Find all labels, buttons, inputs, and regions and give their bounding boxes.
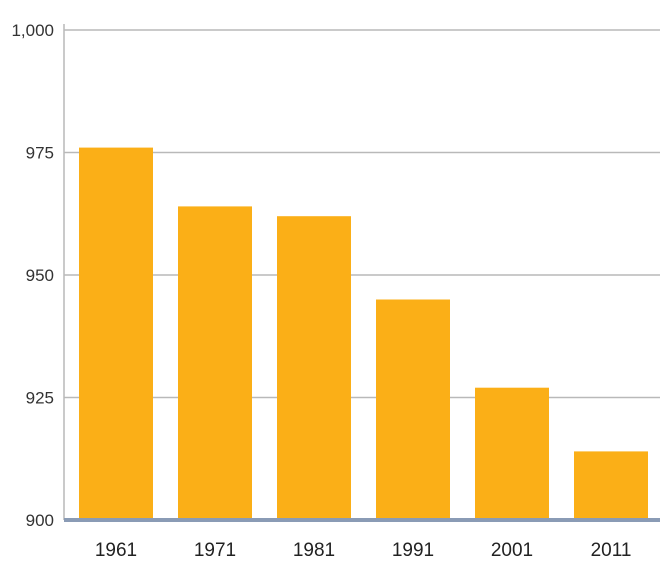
x-tick-label: 1971 [194, 540, 236, 561]
bar-2001 [475, 387, 549, 520]
y-tick-label: 1,000 [11, 21, 54, 40]
y-tick-label: 950 [26, 266, 54, 285]
x-tick-label: 2001 [491, 540, 533, 561]
x-tick-label: 1991 [392, 540, 434, 561]
y-tick-label: 900 [26, 511, 54, 530]
y-tick-label: 975 [26, 144, 54, 163]
x-tick-label: 1961 [95, 540, 137, 561]
axes: 900 925 950 975 1,000 1961 1971 1981 1991 2001 201… [11, 21, 660, 561]
bar-1971 [178, 206, 252, 520]
bar-1981 [277, 216, 351, 520]
gridlines [64, 29, 660, 399]
x-tick-label: 2011 [591, 540, 632, 561]
bar-1991 [376, 299, 450, 520]
bar-1961 [79, 147, 153, 520]
y-tick-label: 925 [26, 389, 54, 408]
x-tick-label: 1981 [293, 540, 335, 561]
bars [79, 147, 648, 520]
bar-2011 [574, 451, 648, 520]
